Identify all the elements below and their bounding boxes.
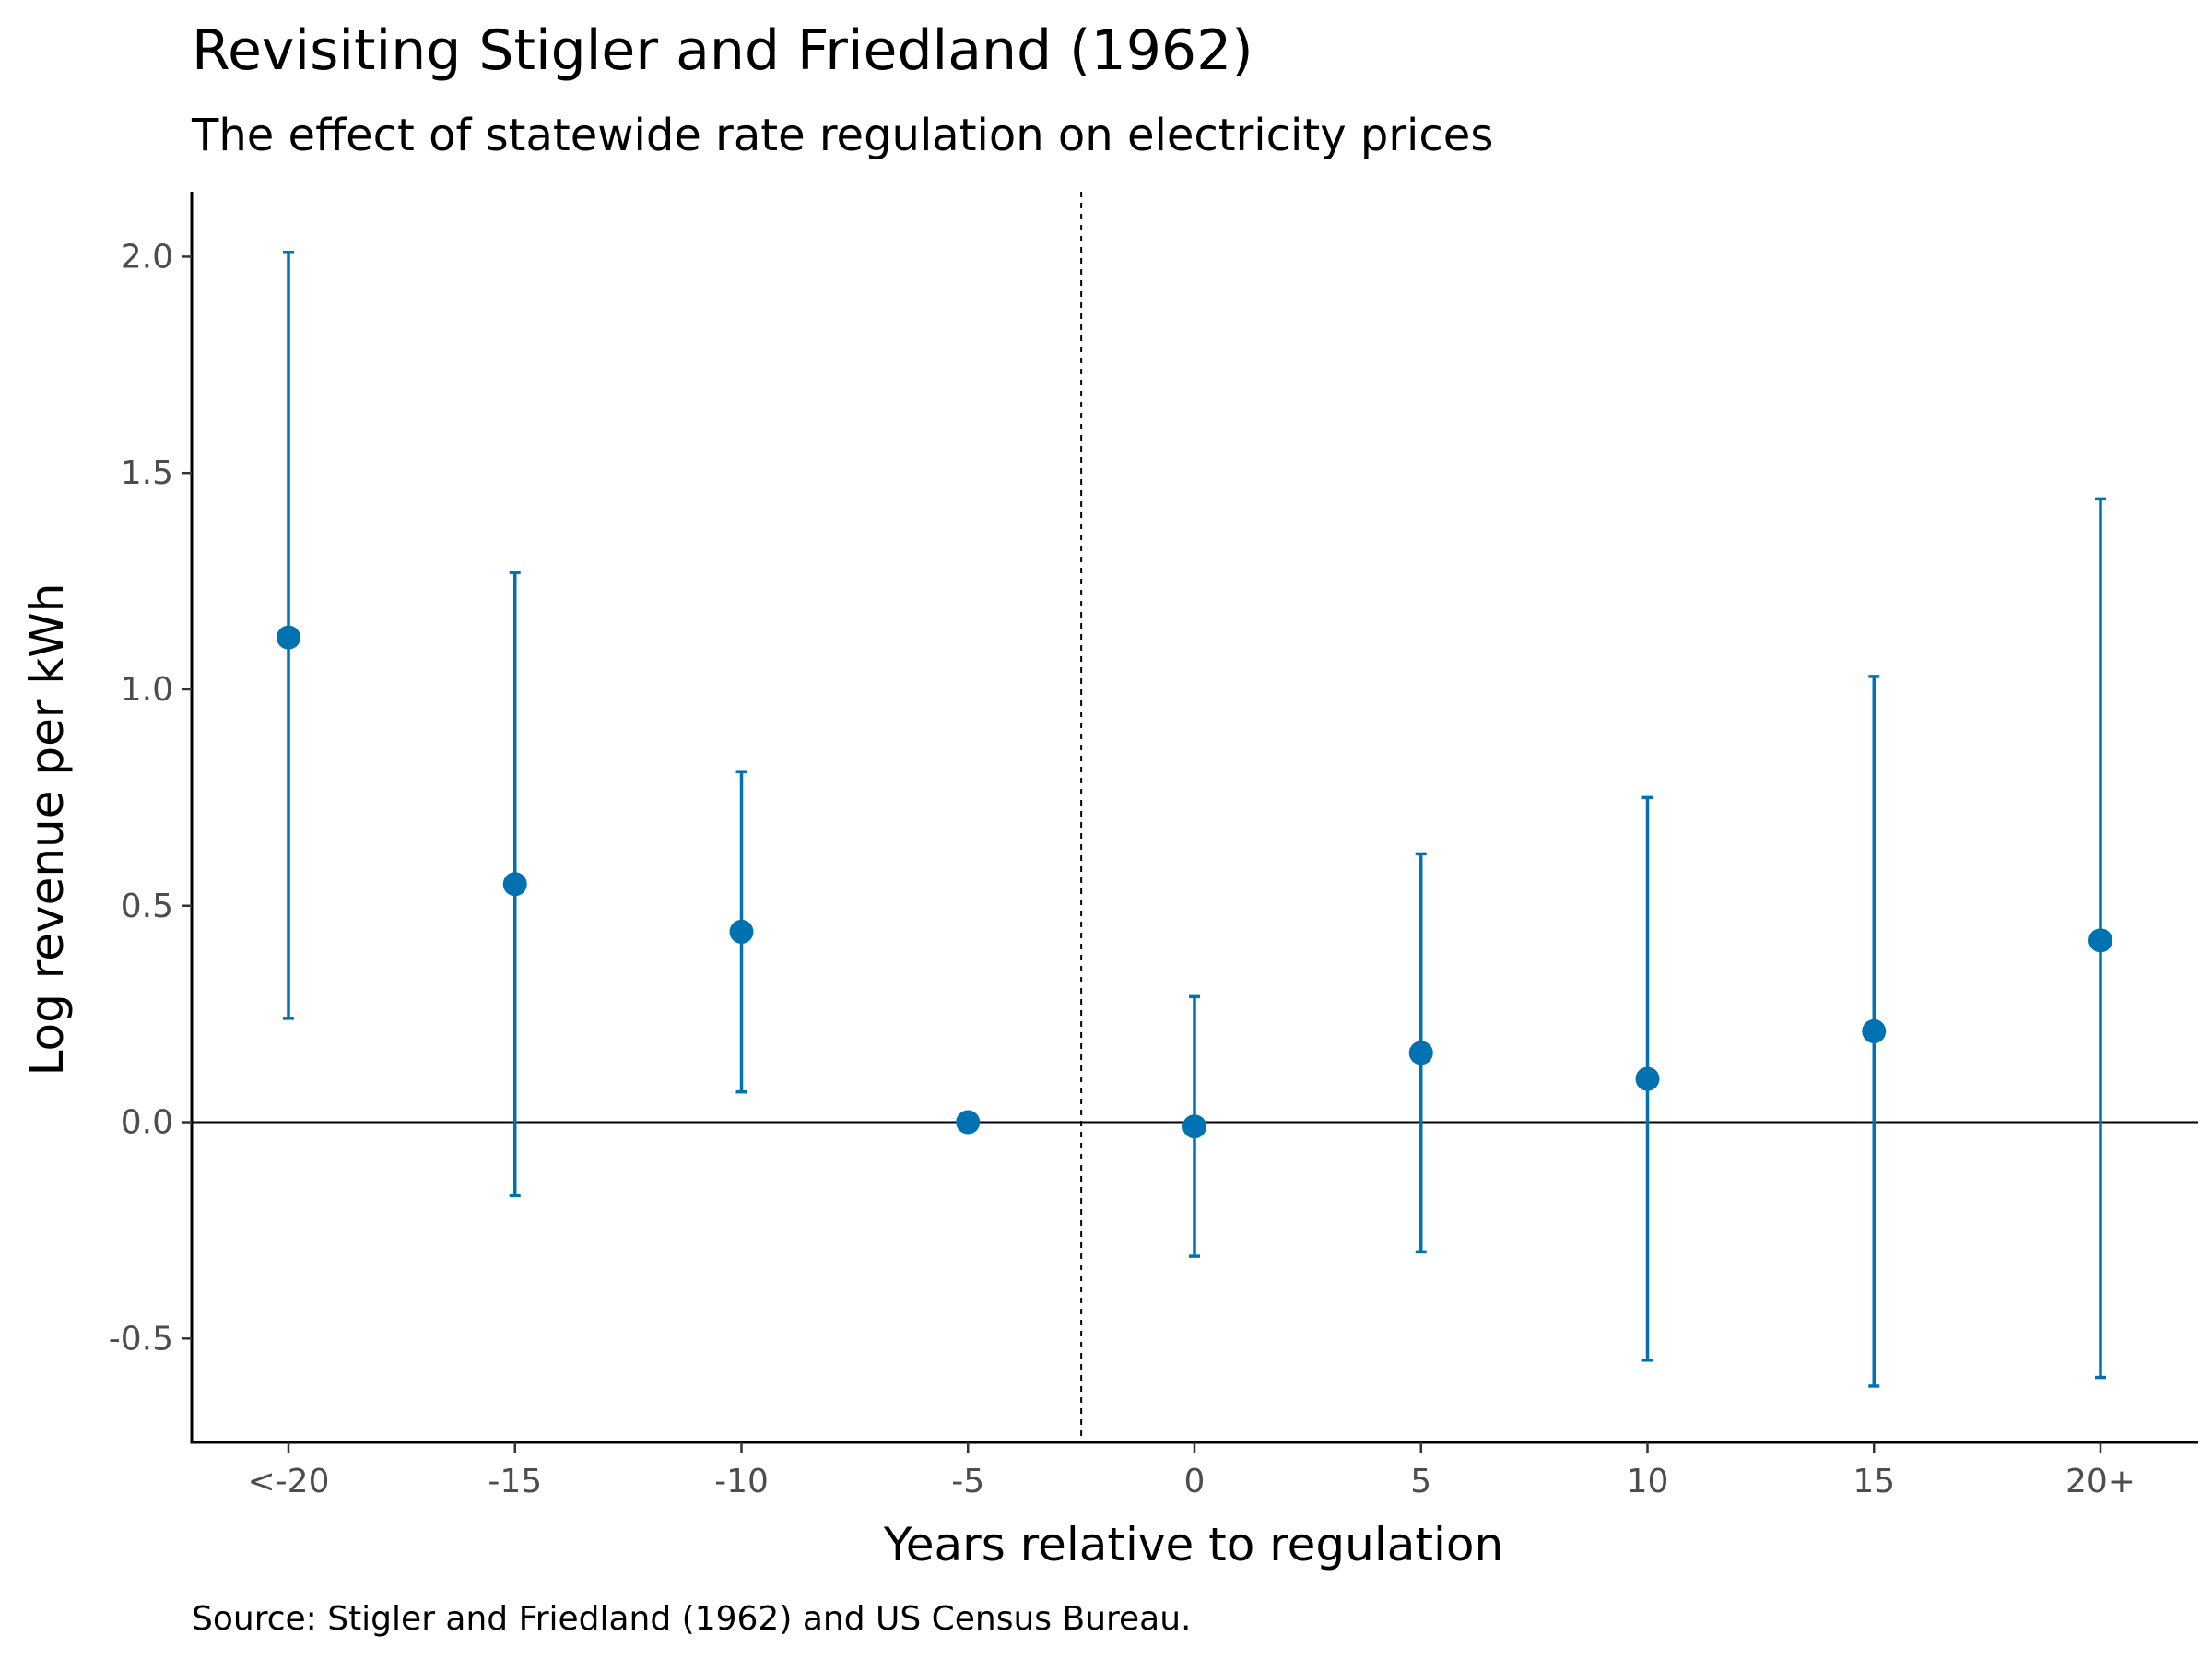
x-tick-label: 5 [1410,1463,1431,1500]
x-tick-label: -10 [714,1463,769,1500]
x-axis-title: Years relative to regulation [883,1518,1503,1571]
data-point [502,872,527,897]
y-tick-label: 0.5 [121,888,173,925]
plot-area: -0.5 0.0 0.5 1.0 1.5 2.0 <-20 -15 -10 -5 0 5 10 15 20+ [109,192,2198,1500]
data-point [1862,1018,1887,1043]
y-tick-label: 1.5 [121,454,173,492]
y-tick-label: 1.0 [121,671,173,709]
data-point [729,919,754,944]
x-tick-label: 10 [1627,1463,1669,1500]
x-tick-label: -15 [488,1463,542,1500]
data-point [1182,1114,1206,1139]
data-point [956,1110,981,1135]
x-tick-label: 0 [1184,1463,1206,1500]
y-tick-label: 0.0 [121,1104,173,1142]
x-tick-label: -5 [951,1463,984,1500]
x-tick-label: 20+ [2065,1463,2136,1500]
data-point [2088,928,2112,953]
chart-title: Revisiting Stigler and Friedland (1962) [192,18,1253,83]
y-tick-label: -0.5 [109,1320,173,1358]
data-point [1635,1066,1660,1091]
chart-caption: Source: Stigler and Friedland (1962) and… [192,1600,1192,1638]
data-point [276,625,300,650]
y-tick-label: 2.0 [121,238,173,276]
x-tick-label: <-20 [248,1463,330,1500]
data-point [1408,1041,1433,1065]
chart-subtitle: The effect of statewide rate regulation … [191,110,1493,161]
x-tick-label: 15 [1853,1463,1895,1500]
y-axis-title: Log revenue per kWh [20,583,74,1077]
